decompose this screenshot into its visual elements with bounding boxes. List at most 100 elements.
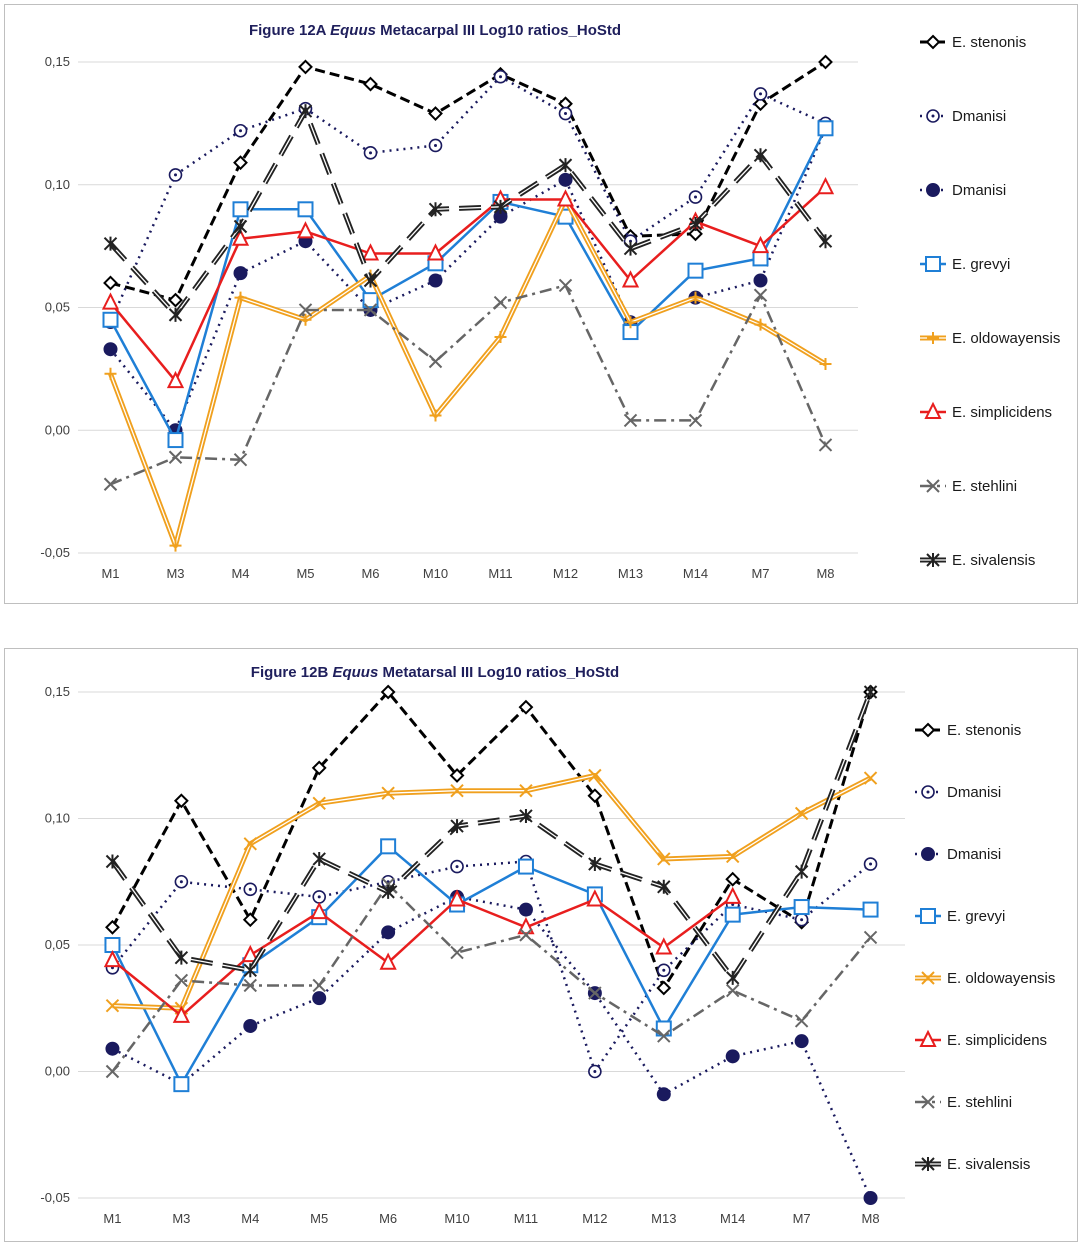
data-point	[518, 699, 534, 715]
series-line	[111, 895, 734, 1018]
legend-item-e-grevyi: E. grevyi	[915, 908, 1005, 925]
x-tick-label: M6	[361, 566, 379, 581]
x-tick-label: M12	[582, 1211, 607, 1226]
data-point	[105, 999, 120, 1013]
data-point	[312, 890, 327, 904]
chart-title: Figure 12A Equus Metacarpal III Log10 ra…	[249, 22, 621, 39]
legend-item-e-simplicidens: E. simplicidens	[915, 1029, 1047, 1049]
legend-label: E. oldowayensis	[952, 330, 1060, 347]
data-point	[242, 912, 258, 928]
data-point	[751, 235, 770, 254]
series-e-oldowayensis-4	[104, 193, 832, 552]
y-tick-label: 0,05	[45, 937, 70, 952]
data-point	[656, 963, 671, 978]
x-tick-label: M14	[720, 1211, 745, 1226]
y-tick-label: 0,15	[45, 684, 70, 699]
data-point	[312, 978, 326, 993]
legend-marker	[927, 332, 939, 344]
x-tick-label: M8	[862, 1211, 880, 1226]
x-tick-label: M12	[553, 566, 578, 581]
x-tick-label: M11	[488, 566, 512, 581]
series-line	[111, 845, 871, 1086]
data-point	[173, 1076, 190, 1093]
series-e-sivalensis-7	[103, 104, 833, 322]
data-point	[448, 889, 466, 907]
data-point	[657, 879, 671, 894]
data-point	[379, 952, 397, 970]
legend-label: E. simplicidens	[947, 1032, 1047, 1049]
y-tick-label: 0,10	[45, 177, 70, 192]
data-point	[174, 973, 189, 988]
data-point	[519, 808, 533, 823]
data-point	[105, 854, 120, 869]
data-point	[493, 295, 508, 310]
data-point	[428, 273, 443, 288]
data-point	[169, 539, 182, 552]
y-tick-label: 0,10	[45, 811, 70, 826]
legend: E. stenonis Dmanisi Dmanisi E. grevyi E. old…	[920, 34, 1060, 569]
chart-panel-12b: Figure 12B Equus Metatarsal III Log10 ra…	[4, 648, 1078, 1242]
data-point	[494, 330, 507, 343]
legend-marker	[920, 722, 936, 738]
data-point	[381, 786, 395, 800]
legend-marker	[921, 971, 935, 985]
x-tick-label: M1	[101, 566, 119, 581]
data-point	[426, 243, 445, 261]
data-point	[380, 838, 397, 855]
data-point	[103, 949, 122, 968]
data-point	[657, 1029, 671, 1043]
x-tick-label: M3	[172, 1211, 190, 1226]
legend-item-e-stenonis: E. stenonis	[915, 722, 1021, 739]
data-point	[519, 783, 533, 798]
legend-item-dmanisi: Dmanisi	[915, 784, 1001, 801]
legend-marker	[920, 908, 936, 924]
data-point	[105, 1041, 120, 1056]
legend-label: E. stenonis	[952, 34, 1026, 51]
series-e-simplicidens-5	[101, 176, 835, 389]
series-line	[111, 883, 872, 1073]
data-point	[725, 871, 741, 887]
data-point	[233, 453, 248, 467]
legend-label: E. simplicidens	[952, 404, 1052, 421]
data-point	[688, 226, 703, 242]
x-tick-label: M3	[166, 566, 184, 581]
data-point	[105, 919, 120, 935]
data-point	[231, 228, 250, 246]
data-point	[623, 413, 638, 428]
data-point	[103, 236, 118, 251]
data-point	[428, 202, 443, 217]
data-point	[450, 783, 464, 798]
data-point	[816, 176, 835, 195]
series-e-grevyi-3	[104, 838, 879, 1093]
data-point	[233, 219, 248, 234]
data-point	[726, 983, 740, 998]
data-point	[105, 1064, 120, 1079]
data-point	[168, 292, 183, 308]
data-point	[168, 307, 183, 322]
data-point	[794, 1034, 809, 1049]
series-dmanisi-1	[105, 854, 878, 1079]
x-tick-label: M10	[444, 1211, 469, 1226]
data-point	[587, 788, 603, 804]
data-point	[428, 106, 443, 121]
data-point	[863, 930, 878, 945]
legend-marker	[924, 401, 942, 419]
data-point	[450, 859, 464, 874]
data-point	[656, 1087, 671, 1102]
data-point	[794, 806, 809, 821]
data-point	[794, 864, 809, 879]
data-point	[174, 874, 189, 889]
data-point	[493, 199, 508, 214]
legend-item-e-grevyi: E. grevyi	[920, 256, 1010, 273]
series-line-inner	[112, 774, 871, 1009]
data-point	[621, 270, 640, 288]
y-tick-label: 0,00	[45, 1064, 70, 1079]
legend-label: Dmanisi	[947, 784, 1001, 801]
legend-item-e-oldowayensis: E. oldowayensis	[915, 970, 1055, 987]
legend-marker	[926, 109, 940, 123]
data-point	[428, 354, 443, 369]
x-tick-label: M14	[683, 566, 708, 581]
series-line	[109, 127, 827, 432]
data-point	[296, 221, 315, 239]
legend-label: E. stenonis	[947, 722, 1021, 739]
